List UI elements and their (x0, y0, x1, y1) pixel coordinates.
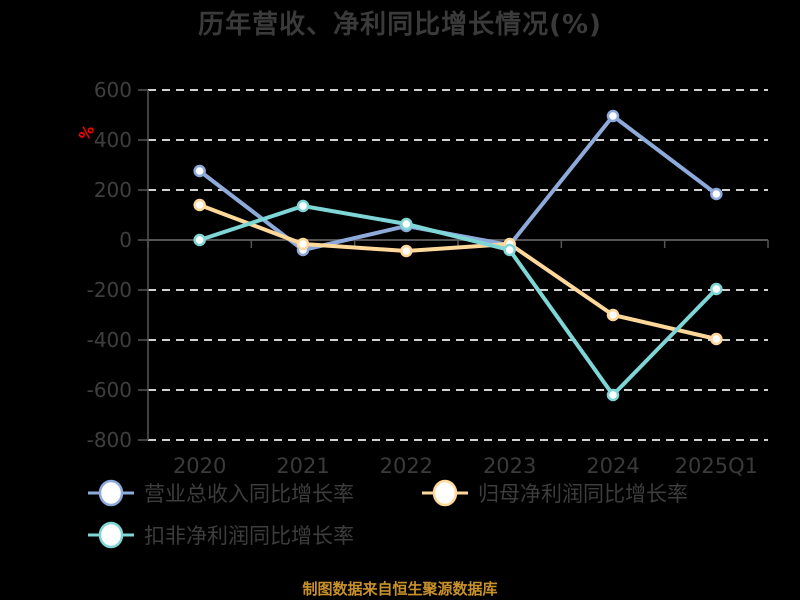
legend-item-revenue[interactable]: 营业总收入同比增长率 (86, 478, 354, 508)
data-point[interactable] (710, 282, 723, 296)
legend-marker-icon (86, 520, 136, 550)
legend-label: 归母净利润同比增长率 (478, 482, 688, 506)
data-point[interactable] (296, 237, 310, 251)
x-axis-ticks: 2020 2021 2022 2023 2024 2025Q1 (173, 454, 758, 478)
data-point[interactable] (503, 243, 516, 257)
legend-label: 扣非净利润同比增长率 (144, 524, 354, 548)
x-tick-label: 2024 (586, 454, 639, 478)
legend-marker-icon (86, 478, 136, 508)
data-point[interactable] (193, 198, 206, 212)
y-axis-ticks: 600 400 200 0 -200 -400 -600 -800 (87, 78, 132, 452)
data-point[interactable] (606, 109, 620, 123)
y-tick-label: -200 (87, 278, 132, 302)
axes (138, 89, 769, 441)
data-point[interactable] (400, 244, 413, 258)
data-source-note: 制图数据来自恒生聚源数据库 (302, 580, 498, 598)
gridlines (148, 89, 768, 441)
series-1 (193, 198, 723, 346)
y-tick-label: 0 (119, 228, 132, 252)
x-tick-label: 2022 (380, 454, 433, 478)
data-point[interactable] (193, 164, 206, 178)
legend-item-net-profit[interactable]: 归母净利润同比增长率 (420, 478, 688, 508)
series-lines (193, 109, 723, 402)
x-tick-label: 2020 (173, 454, 226, 478)
legend-label: 营业总收入同比增长率 (144, 482, 354, 506)
y-tick-label: -400 (87, 328, 132, 352)
data-point[interactable] (400, 217, 413, 231)
x-tick-label: 2021 (276, 454, 329, 478)
data-point[interactable] (710, 187, 723, 201)
x-tick-label: 2025Q1 (675, 454, 758, 478)
y-tick-label: 600 (94, 78, 132, 102)
y-tick-label: 400 (94, 128, 132, 152)
data-point[interactable] (606, 308, 620, 322)
legend-marker-icon (420, 478, 470, 508)
data-point[interactable] (193, 233, 206, 247)
chart-title: 历年营收、净利同比增长情况(%) (198, 10, 602, 40)
y-tick-label: 200 (94, 178, 132, 202)
series-2 (193, 199, 723, 402)
data-point[interactable] (296, 199, 310, 213)
x-tick-label: 2023 (483, 454, 536, 478)
data-point[interactable] (606, 388, 620, 402)
legend-item-deducted-profit[interactable]: 扣非净利润同比增长率 (86, 520, 354, 550)
y-tick-label: -800 (87, 428, 132, 452)
data-point[interactable] (710, 332, 723, 346)
y-tick-label: -600 (87, 378, 132, 402)
